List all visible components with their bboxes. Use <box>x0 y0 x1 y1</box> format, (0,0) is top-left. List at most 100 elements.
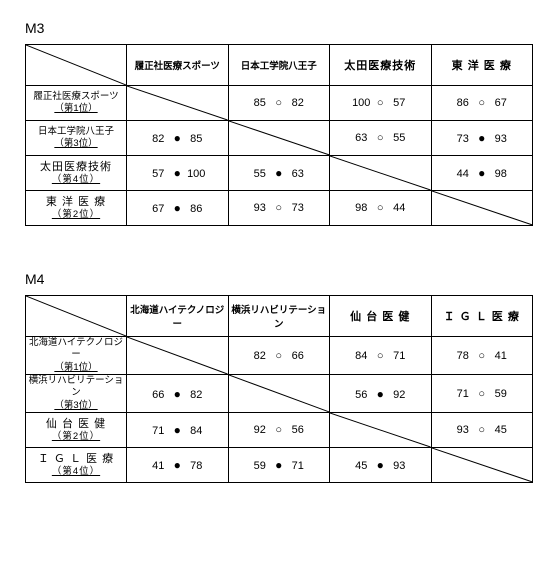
score-right: 71 <box>387 350 411 362</box>
team-rank: （第2位） <box>26 209 126 221</box>
table-corner <box>26 296 127 337</box>
result-mark: ○ <box>475 388 489 400</box>
score-cell: 66●82 <box>127 375 229 413</box>
table-row: 仙 台 医 健（第2位）71●8492○5693○45 <box>26 413 533 448</box>
team-rank: （第4位） <box>26 174 126 186</box>
self-cell <box>330 413 432 448</box>
score-right: 71 <box>286 460 310 472</box>
score-right: 98 <box>489 168 513 180</box>
col-header: 太田医療技術 <box>330 45 432 86</box>
score-left: 85 <box>248 97 272 109</box>
score-left: 100 <box>349 97 373 109</box>
score-right: 100 <box>184 168 208 180</box>
self-cell <box>127 337 229 375</box>
result-mark: ● <box>170 460 184 472</box>
results-table: 北海道ハイテクノロジー横浜リハビリテーション仙 台 医 健Ｉ Ｇ Ｌ 医 療北海… <box>25 295 533 483</box>
score-left: 93 <box>248 202 272 214</box>
table-row: 横浜リハビリテーション（第3位）66●8256●9271○59 <box>26 375 533 413</box>
col-header: 履正社医療スポーツ <box>127 45 229 86</box>
score-cell: 98○44 <box>330 191 432 226</box>
score-left: 66 <box>146 389 170 401</box>
team-rank: （第3位） <box>26 400 126 412</box>
score-right: 63 <box>286 168 310 180</box>
score-cell: 44●98 <box>431 156 533 191</box>
score-left: 56 <box>349 389 373 401</box>
group-title: M4 <box>25 271 533 287</box>
score-right: 93 <box>489 133 513 145</box>
score-right: 93 <box>387 460 411 472</box>
table-corner <box>26 45 127 86</box>
score-left: 93 <box>451 424 475 436</box>
score-right: 85 <box>184 133 208 145</box>
row-header: Ｉ Ｇ Ｌ 医 療（第4位） <box>26 448 127 483</box>
score-cell: 82●85 <box>127 121 229 156</box>
result-mark: ○ <box>272 97 286 109</box>
result-mark: ● <box>272 460 286 472</box>
score-cell: 55●63 <box>228 156 330 191</box>
result-mark: ○ <box>272 424 286 436</box>
score-cell: 71●84 <box>127 413 229 448</box>
score-right: 82 <box>286 97 310 109</box>
result-mark: ● <box>170 203 184 215</box>
row-header: 履正社医療スポーツ（第1位） <box>26 86 127 121</box>
score-cell: 84○71 <box>330 337 432 375</box>
self-cell <box>330 156 432 191</box>
score-cell: 57●100 <box>127 156 229 191</box>
score-left: 71 <box>451 388 475 400</box>
result-mark: ○ <box>475 424 489 436</box>
score-right: 56 <box>286 424 310 436</box>
score-right: 45 <box>489 424 513 436</box>
team-name: 横浜リハビリテーション <box>26 375 126 400</box>
result-mark: ○ <box>373 202 387 214</box>
col-header: 仙 台 医 健 <box>330 296 432 337</box>
group-block: M3履正社医療スポーツ日本工学院八王子太田医療技術東 洋 医 療履正社医療スポー… <box>25 20 533 226</box>
score-left: 82 <box>146 133 170 145</box>
col-header: 東 洋 医 療 <box>431 45 533 86</box>
score-right: 67 <box>489 97 513 109</box>
group-title: M3 <box>25 20 533 36</box>
team-name: 太田医療技術 <box>26 160 126 174</box>
score-left: 84 <box>349 350 373 362</box>
score-left: 98 <box>349 202 373 214</box>
result-mark: ● <box>170 389 184 401</box>
self-cell <box>228 375 330 413</box>
score-left: 73 <box>451 133 475 145</box>
score-left: 92 <box>248 424 272 436</box>
score-right: 41 <box>489 350 513 362</box>
score-cell: 67●86 <box>127 191 229 226</box>
score-cell: 86○67 <box>431 86 533 121</box>
score-cell: 82○66 <box>228 337 330 375</box>
row-header: 日本工学院八王子（第3位） <box>26 121 127 156</box>
score-cell: 93○45 <box>431 413 533 448</box>
result-mark: ○ <box>373 132 387 144</box>
table-row: 太田医療技術（第4位）57●10055●63 44●98 <box>26 156 533 191</box>
self-cell <box>127 86 229 121</box>
score-right: 44 <box>387 202 411 214</box>
self-cell <box>228 121 330 156</box>
team-name: 仙 台 医 健 <box>26 417 126 431</box>
team-rank: （第1位） <box>26 362 126 374</box>
score-right: 92 <box>387 389 411 401</box>
score-left: 82 <box>248 350 272 362</box>
col-header: 日本工学院八王子 <box>228 45 330 86</box>
result-mark: ● <box>373 460 387 472</box>
score-cell: 56●92 <box>330 375 432 413</box>
row-header: 北海道ハイテクノロジー（第1位） <box>26 337 127 375</box>
score-right: 78 <box>184 460 208 472</box>
table-row: 東 洋 医 療（第2位）67●8693○7398○44 <box>26 191 533 226</box>
result-mark: ○ <box>475 97 489 109</box>
score-right: 57 <box>387 97 411 109</box>
team-name: Ｉ Ｇ Ｌ 医 療 <box>26 452 126 466</box>
table-row: Ｉ Ｇ Ｌ 医 療（第4位）41●7859●7145●93 <box>26 448 533 483</box>
result-mark: ● <box>170 168 184 180</box>
score-cell: 41●78 <box>127 448 229 483</box>
score-cell: 78○41 <box>431 337 533 375</box>
team-name: 東 洋 医 療 <box>26 195 126 209</box>
team-name: 日本工学院八王子 <box>26 126 126 138</box>
score-left: 45 <box>349 460 373 472</box>
team-rank: （第1位） <box>26 103 126 115</box>
team-rank: （第3位） <box>26 138 126 150</box>
score-cell: 71○59 <box>431 375 533 413</box>
result-mark: ○ <box>475 350 489 362</box>
team-name: 履正社医療スポーツ <box>26 91 126 103</box>
